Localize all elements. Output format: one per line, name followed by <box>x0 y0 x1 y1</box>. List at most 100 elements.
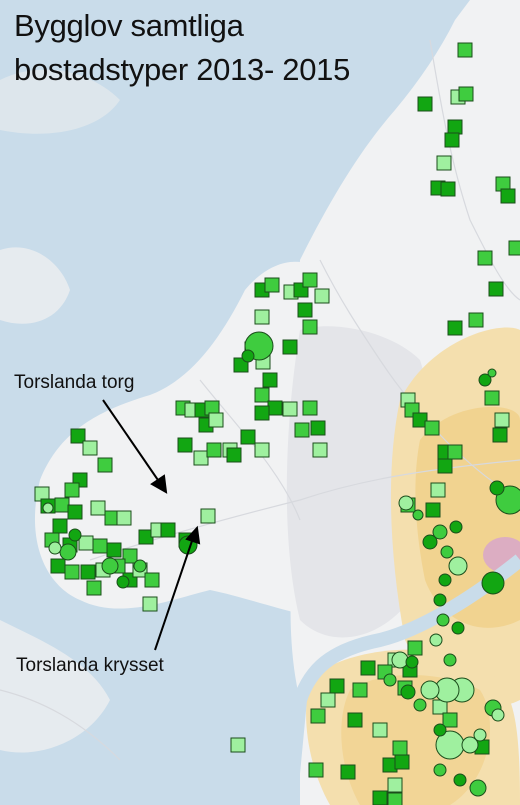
permit-square-marker <box>310 420 326 436</box>
permit-square-marker <box>92 538 108 554</box>
permit-circle-marker <box>422 534 438 550</box>
permit-square-marker <box>417 96 433 112</box>
permit-square-marker <box>240 429 256 445</box>
permit-square-marker <box>352 682 368 698</box>
permit-square-marker <box>82 440 98 456</box>
permit-circle-marker <box>448 556 468 576</box>
permit-circle-marker <box>489 480 505 496</box>
permit-square-marker <box>302 400 318 416</box>
permit-square-marker <box>294 422 310 438</box>
permit-square-marker <box>70 428 86 444</box>
permit-circle-marker <box>433 593 447 607</box>
permit-square-marker <box>392 740 408 756</box>
permit-square-marker <box>200 508 216 524</box>
permit-circle-marker <box>391 651 409 669</box>
permit-square-marker <box>106 542 122 558</box>
permit-circle-marker <box>101 557 119 575</box>
permit-circle-marker <box>405 655 419 669</box>
permit-circle-marker <box>473 728 487 742</box>
title-line-2: bostadstyper 2013- 2015 <box>14 52 351 87</box>
permit-square-marker <box>314 288 330 304</box>
permit-circle-marker <box>436 613 450 627</box>
permit-square-marker <box>387 777 403 793</box>
annotation-arrows <box>102 399 201 651</box>
permit-square-marker <box>447 444 463 460</box>
permit-circle-marker <box>398 495 414 511</box>
permit-circle-marker <box>443 653 457 667</box>
permit-square-marker <box>50 558 66 574</box>
permit-square-marker <box>329 678 345 694</box>
permit-square-marker <box>310 708 326 724</box>
permit-circle-marker <box>481 571 505 595</box>
permit-square-marker <box>436 155 452 171</box>
permit-square-marker <box>230 737 246 753</box>
permit-square-marker <box>425 502 441 518</box>
permit-square-marker <box>302 272 318 288</box>
permit-markers-circles <box>42 331 520 797</box>
permit-circle-marker <box>42 502 54 514</box>
map-title: Bygglov samtliga bostadstyper 2013- 2015 <box>14 4 350 92</box>
permit-circle-marker <box>116 575 130 589</box>
permit-square-marker <box>468 312 484 328</box>
permit-circle-marker <box>487 368 497 378</box>
permit-circle-marker <box>412 509 424 521</box>
permit-square-marker <box>488 281 504 297</box>
permit-square-marker <box>282 401 298 417</box>
title-line-1: Bygglov samtliga <box>14 8 244 43</box>
permit-square-marker <box>206 442 222 458</box>
permit-square-marker <box>193 450 209 466</box>
permit-square-marker <box>78 535 94 551</box>
permit-square-marker <box>264 277 280 293</box>
permit-square-marker <box>437 458 453 474</box>
permit-square-marker <box>394 754 410 770</box>
permit-circle-marker <box>59 543 77 561</box>
permit-circle-marker <box>469 779 487 797</box>
permit-square-marker <box>254 387 270 403</box>
permit-circle-marker <box>429 633 443 647</box>
label-torslanda-torg: Torslanda torg <box>14 372 135 393</box>
permit-square-marker <box>312 442 328 458</box>
permit-square-marker <box>302 319 318 335</box>
permit-square-marker <box>262 372 278 388</box>
permit-square-marker <box>54 497 70 513</box>
permit-square-marker <box>508 240 520 256</box>
arrow-krysset-line <box>154 537 194 651</box>
permit-circle-marker <box>433 763 447 777</box>
permit-square-marker <box>144 572 160 588</box>
permit-square-marker <box>484 390 500 406</box>
permit-square-marker <box>457 42 473 58</box>
permit-square-marker <box>447 320 463 336</box>
permit-square-marker <box>297 302 313 318</box>
label-torslanda-krysset: Torslanda krysset <box>16 655 164 676</box>
permit-square-marker <box>320 692 336 708</box>
permit-square-marker <box>282 339 298 355</box>
permit-square-marker <box>208 412 224 428</box>
permit-square-marker <box>360 660 376 676</box>
permit-square-marker <box>430 482 446 498</box>
permit-circle-marker <box>453 773 467 787</box>
island-west <box>0 247 70 324</box>
permit-square-marker <box>387 792 403 805</box>
permit-square-marker <box>477 250 493 266</box>
permit-square-marker <box>254 405 270 421</box>
permit-square-marker <box>407 640 423 656</box>
permit-circle-marker <box>491 708 505 722</box>
permit-square-marker <box>67 504 83 520</box>
permit-square-marker <box>90 500 106 516</box>
permit-circle-marker <box>449 520 463 534</box>
permit-circle-marker <box>451 621 465 635</box>
permit-square-marker <box>444 132 460 148</box>
island-southwest <box>0 620 110 753</box>
permit-square-marker <box>442 712 458 728</box>
permit-square-marker <box>347 712 363 728</box>
permit-square-marker <box>372 790 388 805</box>
permit-circle-marker <box>478 373 492 387</box>
permit-square-marker <box>254 309 270 325</box>
permit-square-marker <box>340 764 356 780</box>
permit-circle-marker <box>461 736 479 754</box>
permit-circle-marker <box>241 349 255 363</box>
arrow-krysset-head <box>185 525 201 545</box>
permit-square-marker <box>440 181 456 197</box>
